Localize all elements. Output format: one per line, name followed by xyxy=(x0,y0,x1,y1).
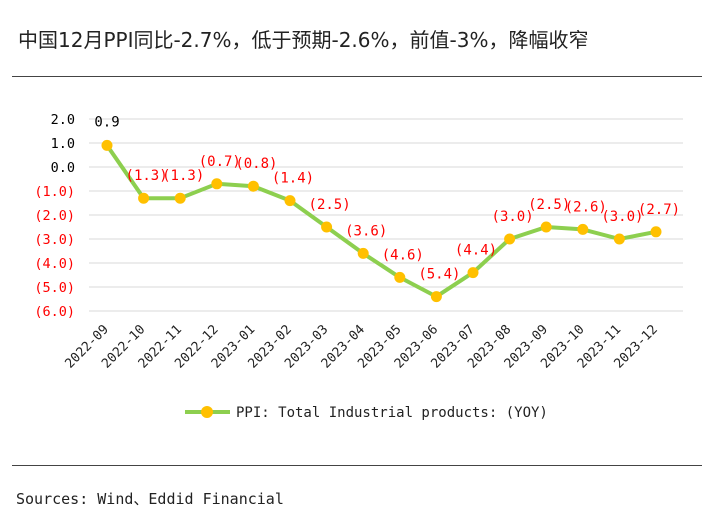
data-label: (3.0) xyxy=(601,209,643,225)
data-point xyxy=(577,223,589,235)
data-label: (3.0) xyxy=(492,209,534,225)
data-label: (4.4) xyxy=(455,243,497,259)
data-point xyxy=(321,221,333,233)
data-label: (2.5) xyxy=(528,197,570,213)
data-label: (1.3) xyxy=(162,168,204,184)
data-point xyxy=(650,226,662,238)
data-label: (0.8) xyxy=(235,156,277,172)
data-point xyxy=(284,195,296,207)
data-point xyxy=(247,180,259,192)
data-point xyxy=(211,178,223,190)
data-label: (4.6) xyxy=(382,247,424,263)
y-tick-label: 2.0 xyxy=(51,112,75,128)
legend-label: PPI: Total Industrial products: (YOY) xyxy=(236,405,548,421)
y-tick-label: (5.0) xyxy=(34,280,75,296)
chart-title: 中国12月PPI同比-2.7%，低于预期-2.6%，前值-3%，降幅收窄 xyxy=(18,28,589,52)
y-axis-ticks: 2.0 1.0 0.0 (1.0) (2.0) (3.0) (4.0) (5.0) (6.0) xyxy=(34,112,75,320)
y-tick-label: (1.0) xyxy=(34,184,75,200)
data-point xyxy=(138,192,150,204)
data-label: (1.4) xyxy=(272,171,314,187)
data-point xyxy=(174,192,186,204)
legend: PPI: Total Industrial products: (YOY) xyxy=(185,405,548,421)
data-label: (2.7) xyxy=(638,202,680,218)
data-point xyxy=(504,233,516,245)
data-point xyxy=(357,247,369,259)
y-tick-label: 1.0 xyxy=(51,136,75,152)
data-label: (1.3) xyxy=(126,168,168,184)
x-axis-ticks: 2022-092022-102022-112022-122023-012023-… xyxy=(62,322,660,371)
data-label: (2.6) xyxy=(565,199,607,215)
data-point xyxy=(540,221,552,233)
data-label: (3.6) xyxy=(345,223,387,239)
series-markers xyxy=(101,139,662,303)
series-line-path xyxy=(105,144,657,299)
y-tick-label: (4.0) xyxy=(34,256,75,272)
series-line xyxy=(105,144,657,299)
data-point xyxy=(101,139,113,151)
legend-marker-swatch xyxy=(201,406,213,418)
gridlines xyxy=(89,118,683,312)
data-labels: 0.9(1.3)(1.3)(0.7)(0.8)(1.4)(2.5)(3.6)(4… xyxy=(94,114,680,282)
source-note: Sources: Wind、Eddid Financial xyxy=(16,490,284,508)
data-point xyxy=(430,291,442,303)
data-label: 0.9 xyxy=(94,114,119,130)
data-label: (5.4) xyxy=(418,267,460,283)
y-tick-label: (3.0) xyxy=(34,232,75,248)
data-point xyxy=(467,267,479,279)
data-label: (2.5) xyxy=(309,197,351,213)
data-label: (0.7) xyxy=(199,154,241,170)
top-divider xyxy=(12,76,702,77)
y-tick-label: (6.0) xyxy=(34,304,75,320)
data-point xyxy=(613,233,625,245)
y-tick-label: (2.0) xyxy=(34,208,75,224)
y-tick-label: 0.0 xyxy=(51,160,75,176)
bottom-divider xyxy=(12,465,702,466)
data-point xyxy=(394,271,406,283)
